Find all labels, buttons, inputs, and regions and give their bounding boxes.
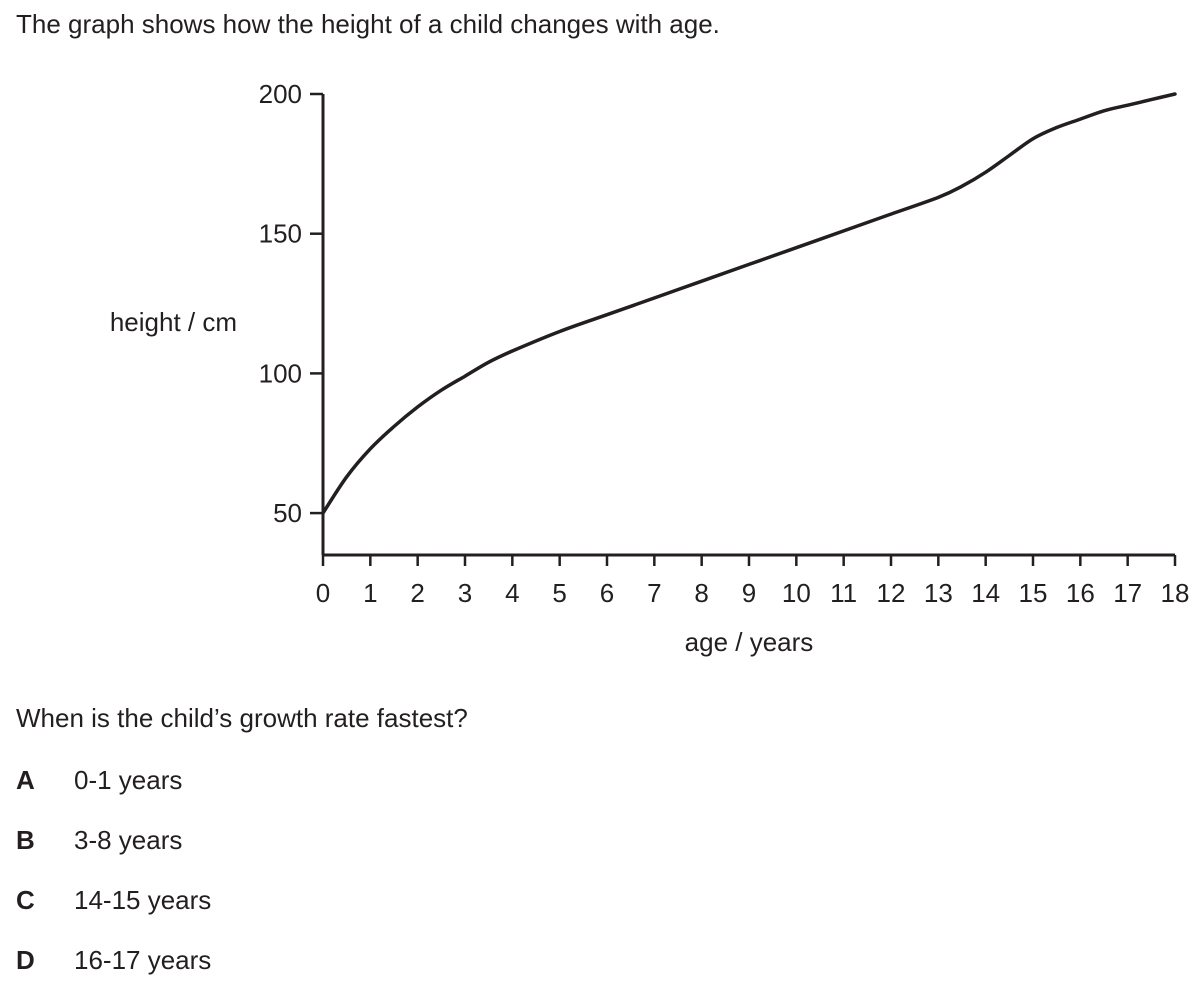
x-tick-label-13: 13 (924, 578, 953, 608)
x-tick-label-12: 12 (877, 578, 906, 608)
option-a-text: 0-1 years (74, 765, 183, 795)
option-d-text: 16-17 years (74, 945, 212, 975)
x-tick-label-17: 17 (1113, 578, 1142, 608)
y-tick-label-150: 150 (259, 219, 302, 249)
option-d[interactable]: D 16-17 years (16, 944, 211, 976)
x-tick-label-10: 10 (782, 578, 811, 608)
option-b-letter: B (16, 825, 35, 855)
x-tick-label-6: 6 (600, 578, 614, 608)
x-tick-label-11: 11 (830, 578, 857, 608)
x-tick-label-1: 1 (363, 578, 377, 608)
x-tick-label-15: 15 (1019, 578, 1048, 608)
option-a-letter: A (16, 765, 35, 795)
question-text: When is the child’s growth rate fastest? (16, 703, 468, 733)
series-line-0 (321, 92, 1177, 515)
intro-text: The graph shows how the height of a chil… (16, 9, 720, 39)
option-a[interactable]: A 0-1 years (16, 764, 182, 796)
option-c-letter: C (16, 885, 35, 915)
x-tick-label-14: 14 (971, 578, 1000, 608)
x-tick-label-0: 0 (316, 578, 330, 608)
x-tick-label-2: 2 (410, 578, 424, 608)
height-age-chart: 0 1 2 3 4 5 6 7 8 9 10 11 12 13 14 15 16 17 1850100150200a… (110, 79, 1190, 657)
option-b[interactable]: B 3-8 years (16, 824, 182, 856)
option-b-text: 3-8 years (74, 825, 183, 855)
y-tick-label-100: 100 (259, 358, 302, 388)
option-c-text: 14-15 years (74, 885, 212, 915)
y-tick-label-50: 50 (273, 498, 302, 528)
option-d-letter: D (16, 945, 35, 975)
x-tick-label-4: 4 (505, 578, 519, 608)
y-tick-label-200: 200 (259, 79, 302, 109)
x-tick-label-8: 8 (694, 578, 708, 608)
y-axis-label: height / cm (110, 307, 237, 337)
x-tick-label-3: 3 (458, 578, 472, 608)
x-tick-label-9: 9 (742, 578, 756, 608)
x-tick-label-16: 16 (1066, 578, 1095, 608)
x-tick-label-5: 5 (552, 578, 566, 608)
x-tick-label-7: 7 (647, 578, 661, 608)
x-axis-label: age / years (685, 627, 814, 657)
option-c[interactable]: C 14-15 years (16, 884, 211, 916)
x-tick-label-18: 18 (1161, 578, 1190, 608)
